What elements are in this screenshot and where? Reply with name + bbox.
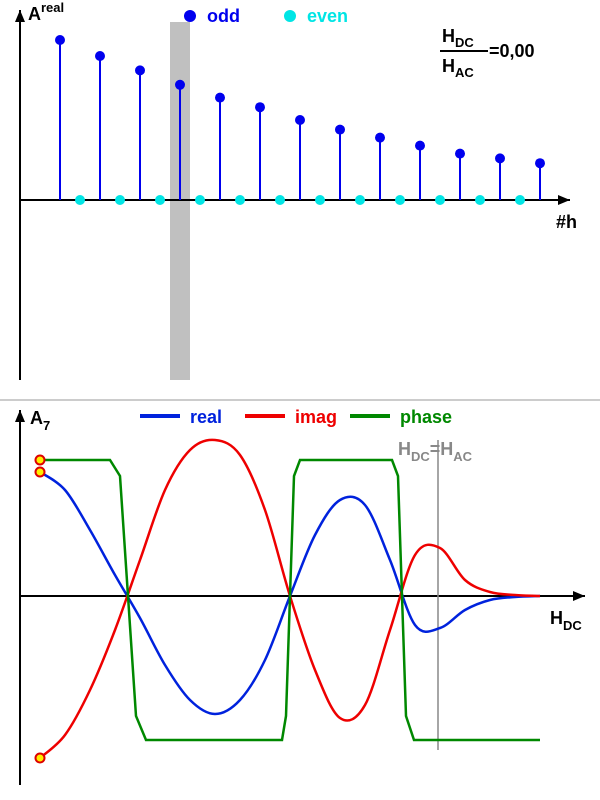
stem-head	[175, 79, 185, 90]
axis-arrow	[15, 10, 25, 22]
axis-arrow	[573, 591, 585, 601]
axis-arrow	[15, 410, 25, 422]
legend-marker	[184, 10, 196, 22]
stem-head	[55, 35, 65, 45]
marker-label: HDC=HAC	[398, 439, 473, 464]
stem-head	[415, 140, 425, 151]
label-part: DC	[411, 449, 430, 464]
legend-label: imag	[295, 407, 337, 427]
x-label: #h	[556, 212, 577, 232]
stem-head	[115, 195, 125, 205]
label-part: AC	[453, 449, 472, 464]
stem-head	[75, 195, 85, 205]
label-part: =	[430, 439, 441, 459]
stem-head	[275, 195, 285, 205]
value: =0,00	[489, 41, 535, 61]
y-label: Areal	[28, 0, 64, 24]
annotation: HDC HAC =0,00	[440, 26, 535, 80]
stem-head	[515, 195, 525, 205]
legend-label: odd	[207, 6, 240, 26]
stem-head	[455, 148, 465, 159]
start-point	[34, 466, 46, 478]
den: HAC	[442, 56, 474, 80]
series-line	[40, 458, 540, 742]
legend-label: real	[190, 407, 222, 427]
legend-marker	[284, 10, 296, 22]
stem-head	[195, 195, 205, 205]
stem-head	[335, 124, 345, 135]
y-label: A7	[30, 408, 50, 433]
stem-head	[135, 65, 145, 76]
stem-head	[355, 195, 365, 205]
legend-label: phase	[400, 407, 452, 427]
stem-head	[475, 195, 485, 205]
stem-head	[215, 92, 225, 103]
start-point	[34, 752, 46, 764]
stem-head	[235, 195, 245, 205]
axis-arrow	[558, 195, 570, 205]
legend-label: even	[307, 6, 348, 26]
stem-head	[535, 158, 545, 169]
stem-head	[395, 195, 405, 205]
label-part: H	[440, 439, 453, 459]
stem-head	[495, 153, 505, 164]
stem-head	[315, 195, 325, 205]
num: HDC	[442, 26, 474, 50]
stem-head	[155, 195, 165, 205]
stem-head	[255, 102, 265, 113]
stem-head	[375, 132, 385, 143]
start-point	[34, 454, 46, 466]
label-part: H	[398, 439, 411, 459]
stem-head	[435, 195, 445, 205]
stem-head	[295, 115, 305, 125]
x-label: HDC	[550, 608, 582, 633]
stem-head	[95, 51, 105, 61]
